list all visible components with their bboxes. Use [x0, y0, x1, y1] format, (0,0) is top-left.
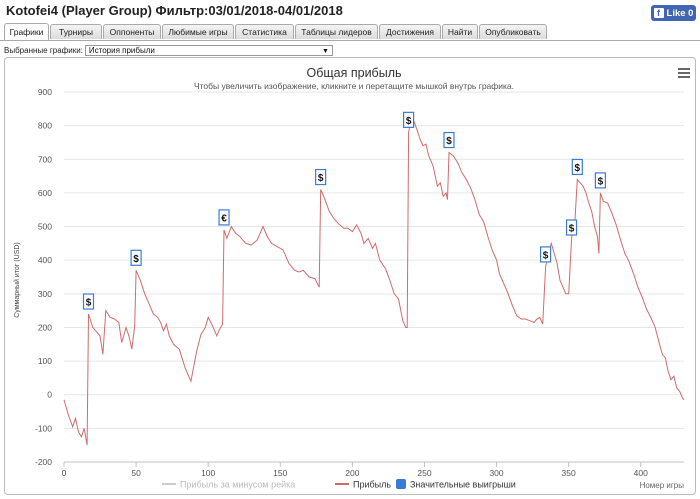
x-tick-label: 50	[131, 468, 141, 478]
big-win-marker-box	[315, 168, 327, 186]
big-win-marker-label: $	[569, 224, 575, 235]
tab-publish[interactable]: Опубликовать	[479, 24, 547, 39]
y-tick-label: 0	[47, 390, 52, 400]
chart-selector-row: Выбранные графики: История прибыли ▼	[4, 44, 333, 56]
big-win-marker-label: $	[575, 163, 581, 174]
big-win-marker-label: $	[86, 298, 92, 309]
tab-statistics[interactable]: Статистика	[235, 24, 294, 39]
big-win-marker-box	[403, 111, 415, 128]
big-win-marker-label: $	[318, 173, 324, 184]
big-win-marker-box	[443, 131, 455, 149]
big-win-marker[interactable]: $	[594, 172, 606, 189]
chart-subtitle: Чтобы увеличить изображение, кликните и …	[194, 81, 514, 91]
x-tick-label: 0	[62, 468, 67, 478]
y-tick-label: 300	[38, 289, 52, 299]
page-header: Kotofei4 (Player Group) Фильтр:03/01/201…	[0, 0, 700, 24]
tab-bar: Графики Турниры Оппоненты Любимые игры С…	[0, 23, 700, 41]
big-win-marker-label: $	[446, 136, 452, 147]
legend-label-big-wins[interactable]: Значительные выигрыши	[410, 480, 516, 490]
big-win-marker[interactable]: €	[218, 209, 230, 226]
tab-favorite-games[interactable]: Любимые игры	[162, 24, 234, 39]
legend-label-net-profit[interactable]: Прибыль за минусом рейка	[180, 480, 295, 490]
y-tick-label: 800	[38, 121, 52, 131]
tab-tournaments[interactable]: Турниры	[50, 24, 102, 39]
big-win-marker-label: $	[406, 116, 412, 127]
big-win-marker[interactable]: $	[130, 249, 142, 266]
y-axis-label: Суммарный итог (USD)	[13, 242, 21, 318]
y-tick-label: 200	[38, 322, 52, 332]
x-tick-label: 250	[417, 468, 431, 478]
big-win-marker[interactable]: $	[443, 131, 455, 149]
facebook-like-button[interactable]: f Like 0	[651, 5, 696, 21]
chart-menu-icon[interactable]	[678, 68, 690, 78]
big-win-marker-label: €	[221, 213, 227, 224]
y-tick-label: 100	[38, 356, 52, 366]
big-win-marker[interactable]: $	[539, 246, 552, 263]
legend-label-profit[interactable]: Прибыль	[353, 480, 391, 490]
y-tick-label: 500	[38, 222, 52, 232]
big-win-marker-box	[565, 219, 578, 236]
big-win-marker-box	[130, 249, 142, 266]
x-tick-label: 400	[634, 468, 648, 478]
y-tick-label: 600	[38, 188, 52, 198]
big-win-marker-label: $	[543, 250, 549, 261]
profit-chart[interactable]: Общая прибыль Чтобы увеличить изображени…	[5, 58, 695, 494]
big-win-marker-box	[594, 172, 606, 189]
page-title: Kotofei4 (Player Group) Фильтр:03/01/201…	[6, 3, 343, 18]
big-win-marker[interactable]: $	[403, 111, 415, 128]
big-win-marker-box	[218, 209, 230, 226]
y-tick-label: 400	[38, 255, 52, 265]
x-tick-label: 350	[562, 468, 576, 478]
x-tick-label: 300	[489, 468, 503, 478]
profit-series-line	[63, 115, 685, 446]
y-tick-label: 900	[38, 87, 52, 97]
tab-leaderboards[interactable]: Таблицы лидеров	[295, 24, 378, 39]
big-win-marker[interactable]: $	[571, 158, 583, 176]
tab-opponents[interactable]: Оппоненты	[103, 24, 161, 39]
y-tick-label: 700	[38, 154, 52, 164]
tab-achievements[interactable]: Достижения	[379, 24, 441, 39]
facebook-icon: f	[653, 8, 664, 18]
big-win-marker-box	[82, 293, 95, 310]
big-win-marker-label: $	[133, 254, 139, 265]
big-win-marker[interactable]: $	[565, 219, 578, 236]
legend-swatch-big-wins	[396, 479, 406, 489]
chart-panel: Общая прибыль Чтобы увеличить изображени…	[4, 57, 696, 495]
big-win-marker-box	[539, 246, 552, 263]
big-win-marker-box	[571, 158, 583, 176]
tab-charts[interactable]: Графики	[4, 23, 49, 40]
dropdown-arrow-icon: ▼	[321, 47, 329, 55]
x-axis-label: Номер игры	[640, 481, 685, 490]
like-label: Like 0	[666, 7, 694, 19]
chart-selector-value: История прибыли	[88, 45, 155, 55]
big-win-marker[interactable]: $	[315, 168, 327, 186]
big-win-marker[interactable]: $	[82, 293, 95, 310]
x-tick-label: 200	[345, 468, 359, 478]
x-tick-label: 100	[201, 468, 215, 478]
y-tick-label: -200	[35, 457, 52, 467]
chart-title: Общая прибыль	[306, 66, 401, 80]
y-tick-label: -100	[35, 423, 52, 433]
x-tick-label: 150	[273, 468, 287, 478]
big-win-marker-label: $	[598, 176, 604, 187]
chart-selector-label: Выбранные графики:	[4, 45, 83, 55]
chart-selector-dropdown[interactable]: История прибыли ▼	[84, 44, 333, 56]
tab-find[interactable]: Найти	[442, 24, 478, 39]
